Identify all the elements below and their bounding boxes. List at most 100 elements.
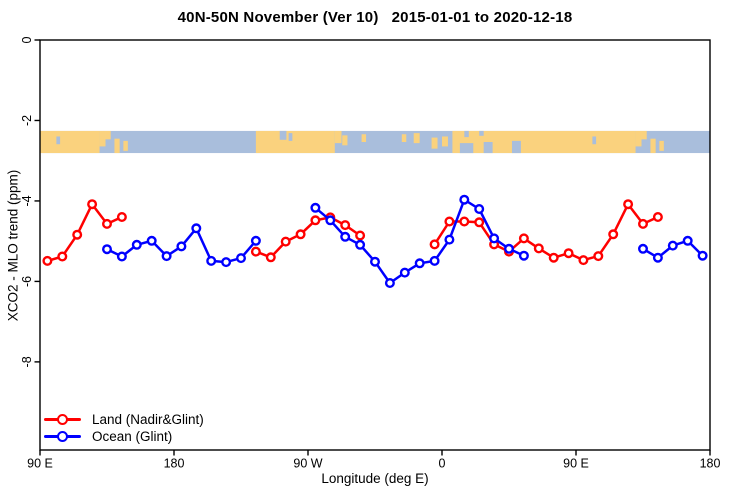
ocean-marker-icon	[57, 431, 68, 442]
x-tick-label: 90 E	[563, 457, 589, 471]
x-tick-label: 0	[439, 457, 446, 471]
land-data-point	[623, 199, 634, 210]
map-strip-sea-patch	[464, 130, 469, 138]
x-tick-label: 180	[164, 457, 185, 471]
land-data-point	[548, 252, 559, 263]
y-tick-label: -4	[20, 195, 34, 206]
land-data-point	[101, 218, 112, 229]
y-tick-label: -2	[20, 115, 34, 126]
ocean-data-point	[206, 255, 217, 266]
land-data-point	[340, 220, 351, 231]
ocean-data-point	[697, 250, 708, 261]
map-strip-land	[641, 130, 647, 140]
ocean-series-swatch	[44, 430, 81, 443]
land-marker-icon	[57, 414, 68, 425]
ocean-data-point	[146, 235, 157, 246]
map-strip-land	[650, 138, 656, 154]
y-axis-title: XCO2 - MLO trend (ppm)	[5, 169, 21, 322]
land-data-point	[578, 255, 589, 266]
land-data-point	[474, 217, 485, 228]
map-strip-land	[114, 138, 120, 154]
land-data-point	[518, 233, 529, 244]
ocean-data-point	[310, 202, 321, 213]
map-strip-land	[40, 130, 100, 154]
ocean-data-point	[250, 235, 261, 246]
map-strip-sea-patch	[279, 130, 287, 140]
ocean-data-point	[191, 223, 202, 234]
map-strip-land	[99, 130, 106, 147]
legend-label-land: Land (Nadir&Glint)	[92, 412, 204, 427]
ocean-data-point	[429, 255, 440, 266]
ocean-data-point	[399, 267, 410, 278]
map-strip-land	[334, 130, 342, 144]
ocean-data-point	[652, 252, 663, 263]
ocean-data-point	[638, 243, 649, 254]
legend-item-ocean: Ocean (Glint)	[44, 428, 204, 445]
land-data-point	[280, 236, 291, 247]
map-strip-land	[342, 135, 348, 146]
land-data-point	[593, 251, 604, 262]
map-strip-sea-patch	[56, 136, 61, 145]
map-strip-sea-patch	[479, 130, 484, 136]
ocean-data-point	[474, 203, 485, 214]
y-tick-label: 0	[20, 36, 34, 43]
map-strip-land	[635, 130, 642, 147]
map-strip-sea-patch	[511, 140, 521, 154]
x-tick-label: 90 E	[27, 457, 53, 471]
ocean-data-point	[384, 278, 395, 289]
land-data-point	[295, 229, 306, 240]
ocean-data-point	[325, 215, 336, 226]
ocean-data-point	[101, 244, 112, 255]
plot-box	[39, 39, 711, 451]
land-data-point	[444, 216, 455, 227]
ocean-data-point	[444, 234, 455, 245]
map-strip-sea-patch	[483, 141, 493, 154]
ocean-data-point	[355, 239, 366, 250]
land-data-point	[310, 215, 321, 226]
land-data-point	[608, 229, 619, 240]
land-data-point	[429, 239, 440, 250]
land-data-point	[355, 230, 366, 241]
land-series-swatch	[44, 413, 81, 426]
ocean-data-point	[459, 194, 470, 205]
land-data-point	[250, 246, 261, 257]
ocean-data-point	[131, 239, 142, 250]
x-tick-label: 180	[700, 457, 721, 471]
ocean-data-point	[667, 240, 678, 251]
map-strip-sea-patch	[592, 136, 597, 145]
ocean-data-point	[370, 256, 381, 267]
map-strip-land	[105, 130, 111, 140]
map-strip-land	[659, 140, 664, 151]
map-strip-land	[401, 134, 407, 142]
land-data-point	[533, 243, 544, 254]
ocean-data-point	[176, 241, 187, 252]
map-strip-land	[431, 137, 438, 149]
legend: Land (Nadir&Glint) Ocean (Glint)	[44, 411, 204, 445]
land-data-point	[57, 251, 68, 262]
land-data-point	[652, 211, 663, 222]
ocean-data-point	[504, 243, 515, 254]
land-data-point	[563, 248, 574, 259]
map-strip-land	[361, 134, 367, 142]
ocean-data-point	[221, 257, 232, 268]
ocean-data-point	[116, 251, 127, 262]
chart-title: 40N-50N November (Ver 10) 2015-01-01 to …	[177, 9, 573, 26]
map-strip-sea-patch	[288, 133, 293, 141]
land-series-line	[433, 202, 660, 262]
x-tick-label: 90 W	[293, 457, 322, 471]
ocean-data-point	[340, 231, 351, 242]
map-strip-land	[123, 140, 128, 151]
y-tick-label: -8	[20, 356, 34, 367]
map-strip-sea-patch	[459, 143, 474, 154]
ocean-data-point	[235, 253, 246, 264]
x-axis-title: Longitude (deg E)	[321, 471, 429, 486]
land-data-point	[265, 252, 276, 263]
map-strip-land	[452, 130, 636, 154]
legend-item-land: Land (Nadir&Glint)	[44, 411, 204, 428]
land-data-point	[116, 211, 127, 222]
land-data-point	[638, 218, 649, 229]
ocean-data-point	[682, 235, 693, 246]
ocean-data-point	[518, 250, 529, 261]
ocean-data-point	[489, 233, 500, 244]
